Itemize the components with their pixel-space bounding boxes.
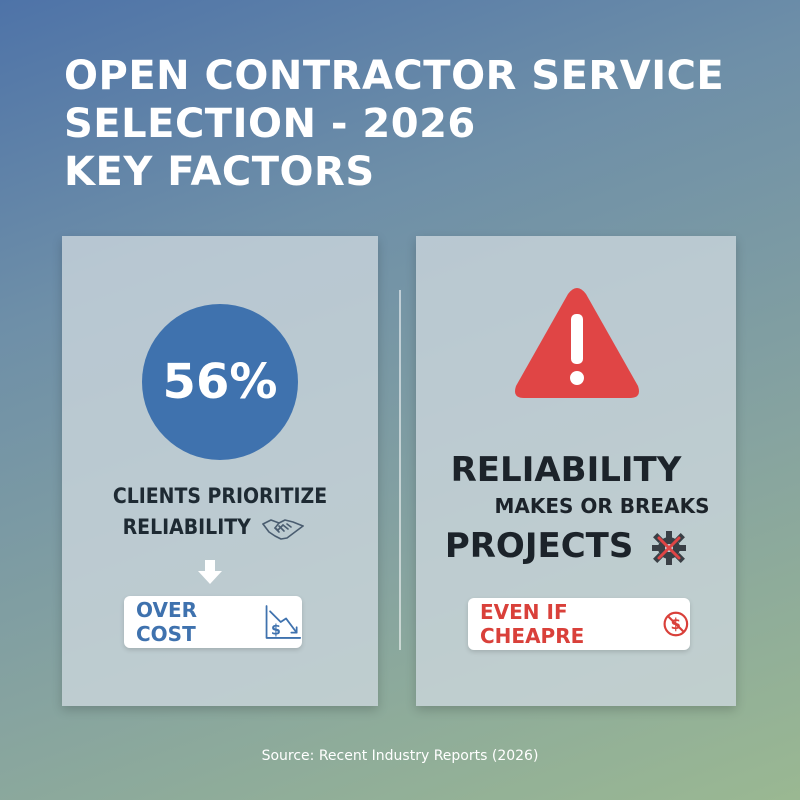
- warning-triangle-icon: [515, 288, 639, 398]
- heading-line-3-text: PROJECTS: [444, 526, 634, 566]
- even-if-cheaper-label: EVEN IF CHEAPRE: [480, 600, 585, 648]
- over-cost-label: OVER COST: [136, 598, 198, 646]
- no-dollar-icon: $: [663, 611, 689, 637]
- dollar-down-chart-icon: $: [265, 605, 302, 639]
- heading-line-3: PROJECTS: [406, 526, 726, 566]
- even-if-cheaper-badge: EVEN IF CHEAPRE $: [468, 598, 690, 650]
- right-panel: RELIABILITY MAKES OR BREAKS PROJECTS EVE…: [416, 236, 736, 706]
- heading-line-1: RELIABILITY: [450, 450, 682, 490]
- caption-line-2: RELIABILITY: [56, 514, 372, 542]
- handshake-icon: [262, 519, 305, 540]
- caption-line-2-text: RELIABILITY: [122, 515, 251, 539]
- page-title: OPEN CONTRACTOR SERVICE SELECTION - 2026…: [64, 52, 725, 196]
- title-line-1: OPEN CONTRACTOR SERVICE: [64, 53, 725, 99]
- panel-divider: [399, 290, 401, 650]
- over-cost-badge: OVER COST $: [124, 596, 302, 648]
- title-line-2: SELECTION - 2026: [64, 101, 476, 147]
- left-panel: 56% CLIENTS PRIORITIZE RELIABILITY OVER …: [62, 236, 378, 706]
- arrow-down-icon: [198, 560, 222, 584]
- caption-line-1: CLIENTS PRIORITIZE: [112, 484, 328, 508]
- title-line-3: KEY FACTORS: [64, 149, 375, 195]
- heading-line-2: MAKES OR BREAKS: [494, 494, 710, 518]
- svg-text:$: $: [271, 622, 281, 638]
- broken-gear-icon: [652, 530, 687, 565]
- stat-circle: 56%: [142, 304, 298, 460]
- source-note: Source: Recent Industry Reports (2026): [261, 748, 539, 764]
